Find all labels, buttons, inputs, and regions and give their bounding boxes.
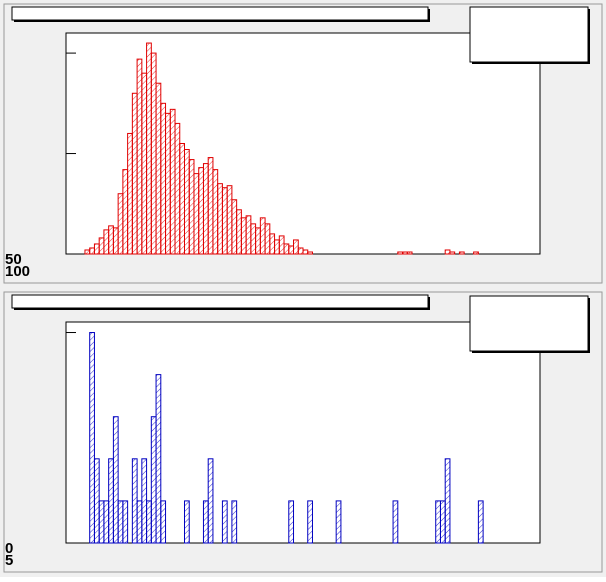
bar xyxy=(155,374,162,544)
bar xyxy=(117,193,124,255)
bar xyxy=(146,500,152,544)
bar xyxy=(473,251,479,255)
bar xyxy=(122,169,129,255)
bar xyxy=(136,500,143,544)
bar xyxy=(435,500,441,544)
title-box xyxy=(11,294,429,309)
bar xyxy=(103,500,110,544)
bar xyxy=(184,149,190,255)
bar xyxy=(98,500,105,544)
bar xyxy=(231,500,238,544)
bar xyxy=(98,237,105,255)
bar xyxy=(150,52,157,255)
bar xyxy=(245,215,252,255)
bar xyxy=(165,112,171,255)
bar xyxy=(131,92,138,255)
bar xyxy=(202,500,209,544)
bar xyxy=(84,249,91,255)
bar xyxy=(297,247,304,255)
bar xyxy=(269,233,276,255)
bar xyxy=(255,227,261,255)
bar xyxy=(184,500,190,544)
y-tick-label: 100 xyxy=(5,263,30,280)
bar xyxy=(240,217,247,255)
bar xyxy=(179,143,185,255)
bar xyxy=(193,173,200,255)
bar xyxy=(283,243,290,255)
bar xyxy=(217,183,223,255)
bar xyxy=(202,163,209,255)
bar xyxy=(146,42,152,255)
bar xyxy=(406,251,413,255)
bar xyxy=(174,122,181,255)
bar xyxy=(397,251,404,255)
bar xyxy=(89,332,95,544)
bar xyxy=(131,458,138,544)
bar xyxy=(231,199,238,255)
bar xyxy=(141,72,148,255)
bar xyxy=(108,225,114,255)
bar xyxy=(221,187,228,255)
bar xyxy=(207,157,214,255)
bar xyxy=(141,458,148,544)
bar xyxy=(288,245,295,255)
y-tick-label: 5 xyxy=(5,552,13,569)
bar xyxy=(169,108,176,255)
bar xyxy=(439,500,446,544)
bar xyxy=(226,185,233,255)
bar xyxy=(160,500,167,544)
stats-box xyxy=(469,295,589,352)
bar xyxy=(458,251,465,255)
bar xyxy=(117,500,124,544)
bar xyxy=(93,243,100,255)
bar xyxy=(302,249,309,255)
bar xyxy=(250,223,257,255)
bar xyxy=(136,58,143,255)
bar xyxy=(108,458,114,544)
bar xyxy=(307,251,313,255)
bar xyxy=(264,223,271,255)
bar xyxy=(221,500,228,544)
bar xyxy=(212,169,219,255)
bar xyxy=(150,416,157,544)
bar xyxy=(259,217,266,255)
title-box xyxy=(11,6,429,21)
bar xyxy=(112,416,119,544)
bar xyxy=(155,82,162,255)
bar xyxy=(160,102,167,255)
bar xyxy=(392,500,399,544)
bar xyxy=(444,249,451,255)
bar xyxy=(188,159,195,255)
bar xyxy=(477,500,484,544)
bar xyxy=(307,500,313,544)
bar xyxy=(89,247,95,255)
y-tick-label: 0 xyxy=(5,540,13,557)
bar xyxy=(207,458,214,544)
bar xyxy=(93,458,100,544)
bar xyxy=(335,500,342,544)
bar xyxy=(103,229,110,255)
bar xyxy=(274,239,280,255)
bar xyxy=(198,167,204,255)
bar xyxy=(112,227,119,255)
bar xyxy=(122,500,129,544)
stats-box xyxy=(469,6,589,63)
bar xyxy=(449,251,456,255)
bar xyxy=(278,235,285,255)
bar xyxy=(402,251,408,255)
y-tick-label: 50 xyxy=(5,251,22,268)
bar xyxy=(127,132,133,255)
bar xyxy=(293,239,299,255)
bar xyxy=(444,458,451,544)
bar xyxy=(236,209,242,255)
bar xyxy=(288,500,295,544)
